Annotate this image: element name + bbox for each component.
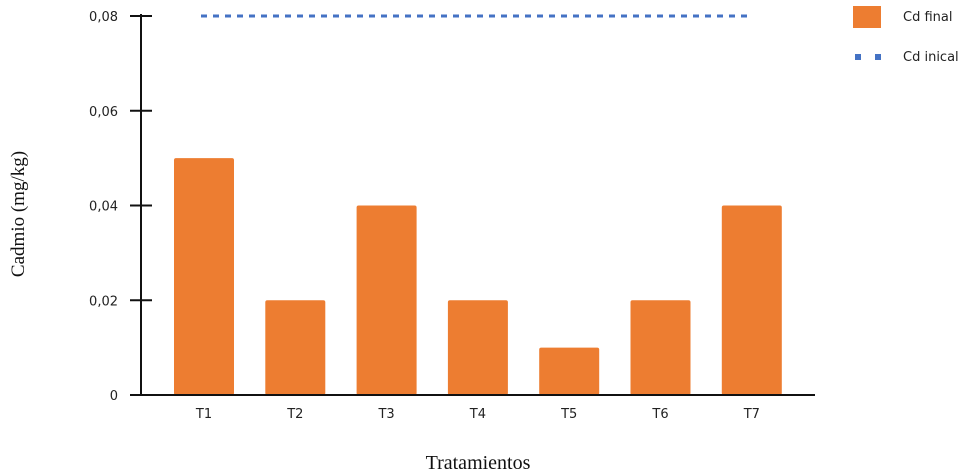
x-tick-label: T4 bbox=[469, 407, 486, 422]
y-axis-title: Cadmio (mg/kg) bbox=[8, 151, 29, 277]
y-tick-label: 0 bbox=[110, 389, 118, 404]
y-tick-label: 0,02 bbox=[89, 294, 118, 309]
legend-swatch-cd-inicial-dot-2 bbox=[875, 54, 881, 60]
bar-t3 bbox=[356, 205, 417, 395]
x-ticks-group: T1 T2 T3 T4 T5 T6 T7 bbox=[195, 407, 760, 422]
x-tick-label: T3 bbox=[377, 407, 394, 422]
y-tick-label: 0,06 bbox=[89, 105, 118, 120]
bar-t2 bbox=[265, 300, 326, 395]
x-tick-label: T1 bbox=[195, 407, 212, 422]
x-tick-label: T2 bbox=[286, 407, 303, 422]
y-tick-label: 0,04 bbox=[89, 200, 118, 215]
legend-label-cd-final: Cd final bbox=[903, 10, 952, 25]
bars-group bbox=[174, 158, 782, 395]
bar-t4 bbox=[447, 300, 508, 395]
bar-t7 bbox=[721, 205, 782, 395]
legend-label-cd-inicial: Cd inical bbox=[903, 50, 959, 65]
bar-t5 bbox=[539, 347, 600, 395]
y-tick-label: 0,08 bbox=[89, 10, 118, 25]
bar-t1 bbox=[174, 158, 234, 395]
x-tick-label: T5 bbox=[560, 407, 577, 422]
legend-swatch-cd-final bbox=[853, 6, 881, 28]
bar-t6 bbox=[630, 300, 691, 395]
legend-swatch-cd-inicial-dot-1 bbox=[855, 54, 861, 60]
legend: Cd final Cd inical bbox=[853, 6, 959, 65]
x-tick-label: T6 bbox=[651, 407, 668, 422]
x-tick-label: T7 bbox=[743, 407, 760, 422]
x-axis-title: Tratamientos bbox=[426, 452, 531, 474]
y-ticks-group: 0 0,02 0,04 0,06 0,08 bbox=[89, 10, 152, 404]
